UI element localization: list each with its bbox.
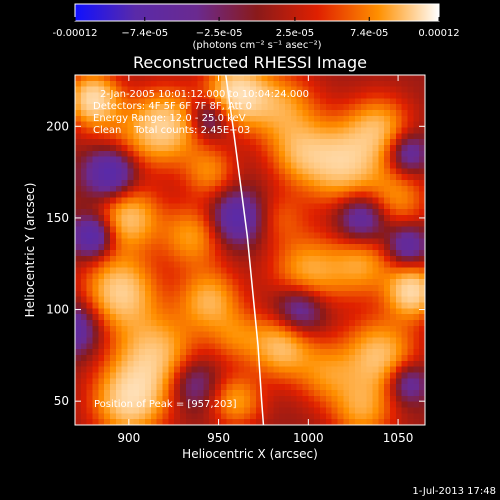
colorbar: -0.00012 −7.4e-05 −2.5e-05 2.5e-05 7.4e-05 0.… bbox=[53, 3, 460, 51]
info-detectors: Detectors: 4F 5F 6F 7F 8F, Att 0 bbox=[93, 101, 252, 112]
footer-timestamp: 1-Jul-2013 17:48 bbox=[412, 486, 496, 497]
y-axis: 50 100 150 200 bbox=[46, 119, 425, 408]
x-tick-label: 1000 bbox=[293, 431, 324, 445]
info-energy-range: Energy Range: 12.0 - 25.0 keV bbox=[93, 113, 246, 124]
chart-title: Reconstructed RHESSI Image bbox=[133, 53, 367, 72]
colorbar-unit-label: (photons cm⁻² s⁻¹ asec⁻²) bbox=[192, 40, 321, 51]
info-time-range: 2-Jan-2005 10:01:12.000 to 10:04:24.000 bbox=[100, 89, 309, 100]
x-axis: 900 950 1000 1050 bbox=[117, 75, 413, 445]
y-tick-label: 150 bbox=[46, 211, 69, 225]
x-axis-label: Heliocentric X (arcsec) bbox=[182, 447, 318, 461]
y-tick-label: 50 bbox=[54, 394, 69, 408]
peak-position-annotation: Position of Peak = [957,203] bbox=[94, 399, 237, 410]
colorbar-frame bbox=[74, 3, 440, 22]
plot-frame bbox=[74, 74, 426, 426]
colorbar-tick-label: 0.00012 bbox=[418, 28, 459, 39]
y-axis-label: Heliocentric Y (arcsec) bbox=[23, 183, 37, 318]
heatmap-image bbox=[75, 75, 425, 425]
y-tick-label: 200 bbox=[46, 119, 69, 133]
x-tick-label: 1050 bbox=[383, 431, 414, 445]
colorbar-tick-label: -0.00012 bbox=[53, 28, 98, 39]
colorbar-ticks: -0.00012 −7.4e-05 −2.5e-05 2.5e-05 7.4e-05 0.… bbox=[53, 17, 460, 39]
colorbar-tick-label: −7.4e-05 bbox=[121, 28, 168, 39]
colorbar-tick-label: 7.4e-05 bbox=[350, 28, 388, 39]
colorbar-tick-label: −2.5e-05 bbox=[196, 28, 243, 39]
colorbar-tick-label: 2.5e-05 bbox=[276, 28, 314, 39]
colorbar-gradient bbox=[75, 4, 439, 21]
info-clean-counts: Clean Total counts: 2.45E+03 bbox=[93, 125, 250, 136]
y-tick-label: 100 bbox=[46, 303, 69, 317]
image-area bbox=[75, 75, 425, 425]
solar-limb-curve bbox=[225, 75, 265, 425]
x-tick-label: 950 bbox=[207, 431, 230, 445]
x-tick-label: 900 bbox=[117, 431, 140, 445]
info-block: 2-Jan-2005 10:01:12.000 to 10:04:24.000 … bbox=[93, 89, 309, 136]
